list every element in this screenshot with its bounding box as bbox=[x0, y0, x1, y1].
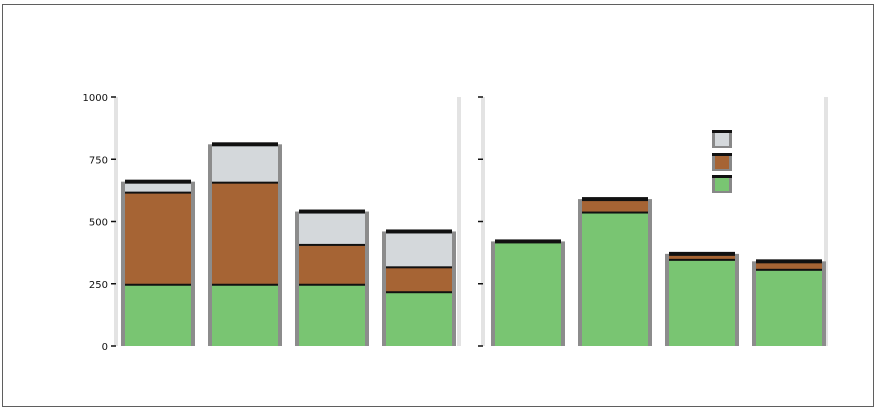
bar-segment-cap bbox=[756, 259, 822, 264]
legend-swatch-cap bbox=[712, 153, 732, 156]
bar-segment-series-2 bbox=[125, 283, 191, 346]
bar-segment-series-0 bbox=[125, 181, 191, 192]
bar-segment-series-1 bbox=[756, 261, 822, 269]
chart-legend bbox=[712, 130, 732, 193]
bar-segment-series-2 bbox=[756, 268, 822, 346]
y-tick-label: 1000 bbox=[83, 93, 108, 104]
bar-segment-series-0 bbox=[212, 144, 278, 182]
bar-segment-cap bbox=[386, 229, 452, 234]
panel-right bbox=[478, 96, 828, 347]
bar-segment-series-2 bbox=[299, 283, 365, 346]
y-tick-label: 500 bbox=[89, 218, 108, 229]
bar-segment-series-2 bbox=[582, 211, 648, 346]
bar-segment-cap bbox=[495, 239, 561, 244]
bar-segment-series-1 bbox=[582, 199, 648, 212]
legend-swatch-series-0 bbox=[715, 132, 729, 146]
bar-segment-cap bbox=[669, 251, 735, 256]
bar-segment-cap bbox=[299, 209, 365, 214]
bar-segment-series-2 bbox=[212, 283, 278, 346]
bar-segment-cap bbox=[212, 142, 278, 147]
bar-segment-cap bbox=[582, 197, 648, 202]
bar-segment-cap bbox=[125, 179, 191, 184]
bar-segment-series-1 bbox=[125, 191, 191, 284]
y-tick-label: 750 bbox=[89, 155, 108, 166]
bar-segment-cap bbox=[299, 241, 365, 246]
y-tick-label: 250 bbox=[89, 280, 108, 291]
bar-segment-series-0 bbox=[386, 231, 452, 267]
bar-segment-series-2 bbox=[386, 291, 452, 346]
legend-swatch-series-1 bbox=[715, 155, 729, 169]
chart-border bbox=[2, 4, 874, 407]
bar-segment-series-1 bbox=[669, 253, 735, 259]
legend-swatch-cap bbox=[712, 175, 732, 178]
bar-segment-series-1 bbox=[212, 181, 278, 284]
bar-segment-series-2 bbox=[669, 258, 735, 346]
bar-segment-series-0 bbox=[299, 211, 365, 244]
bar-segment-series-1 bbox=[299, 243, 365, 284]
legend-swatch-cap bbox=[712, 130, 732, 133]
panel-left: 0 250 500 750 1000 bbox=[83, 93, 461, 353]
legend-swatch-series-2 bbox=[715, 177, 729, 191]
bar-segment-series-2 bbox=[495, 241, 561, 346]
y-tick-label: 0 bbox=[102, 342, 108, 353]
bar-segment-series-1 bbox=[386, 266, 452, 292]
